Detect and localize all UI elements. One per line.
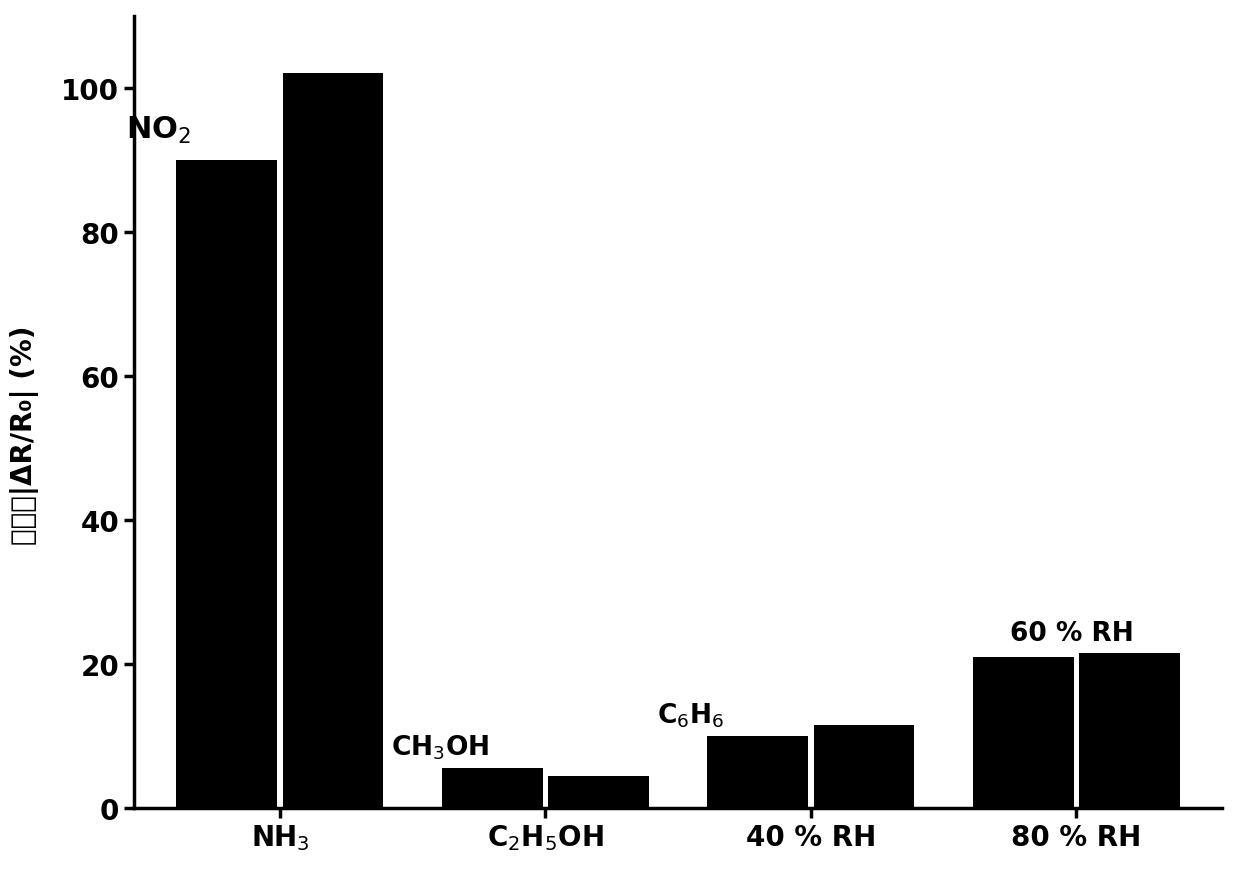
Bar: [707, 736, 808, 808]
Bar: [176, 161, 278, 808]
Bar: [548, 776, 649, 808]
Bar: [442, 768, 543, 808]
Bar: [282, 74, 383, 808]
Text: 响应値|ΔR/R₀| (%): 响应値|ΔR/R₀| (%): [10, 325, 40, 544]
Bar: [973, 657, 1074, 808]
Text: CH$_3$OH: CH$_3$OH: [392, 733, 489, 761]
Text: C$_6$H$_6$: C$_6$H$_6$: [657, 700, 724, 729]
Text: NO$_2$: NO$_2$: [126, 115, 191, 146]
Bar: [814, 726, 914, 808]
Text: 60 % RH: 60 % RH: [1010, 620, 1134, 647]
Bar: [1079, 653, 1180, 808]
